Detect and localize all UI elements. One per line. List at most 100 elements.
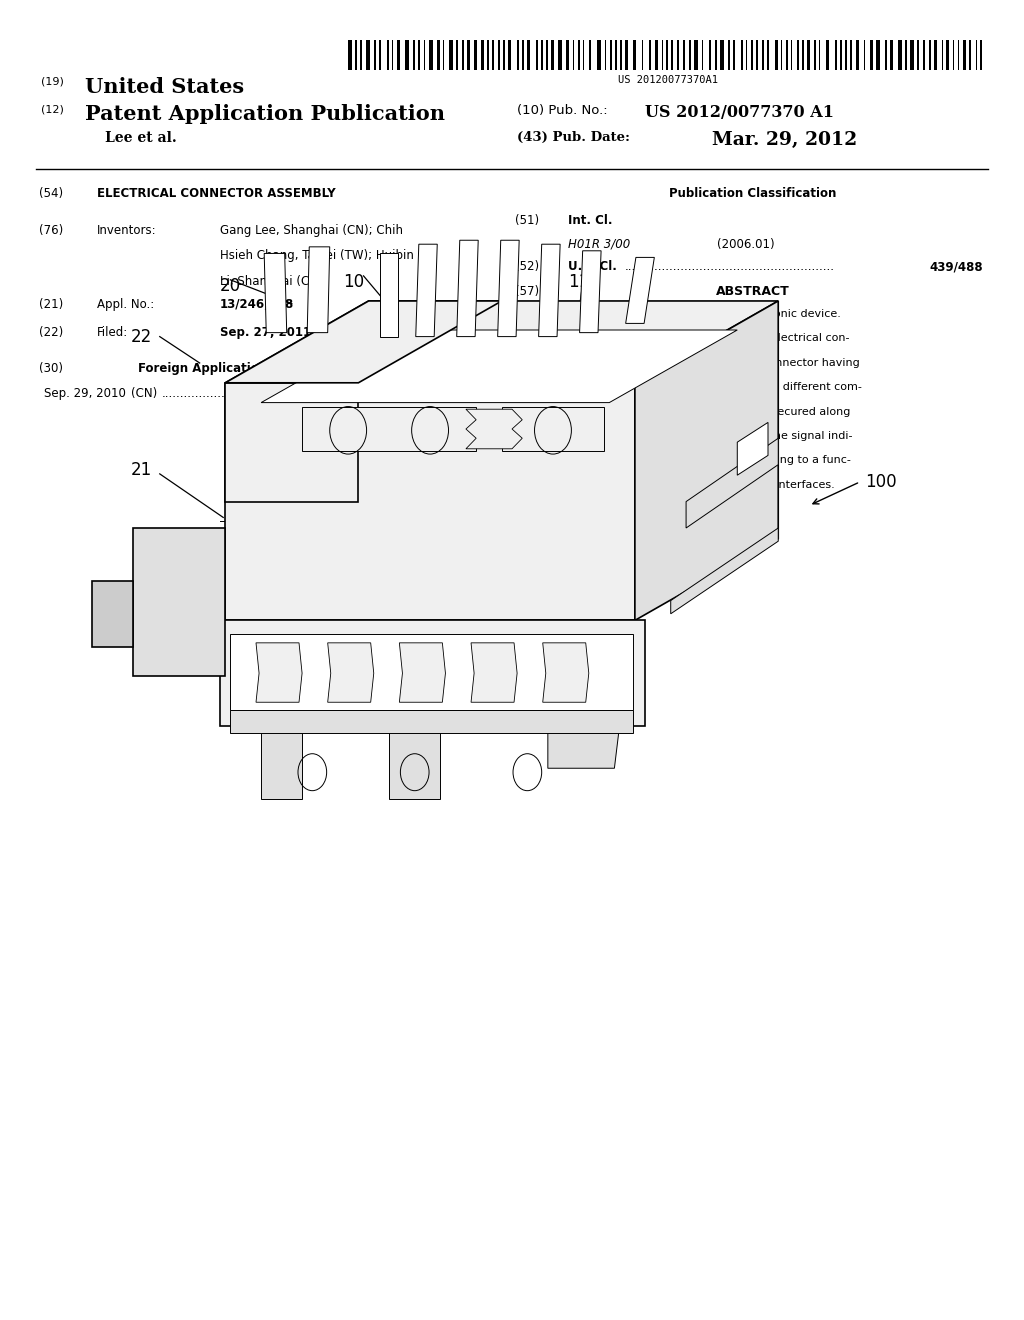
Bar bbox=[952, 40, 954, 70]
Polygon shape bbox=[264, 253, 287, 333]
Bar bbox=[583, 40, 585, 70]
Bar bbox=[905, 40, 907, 70]
Bar bbox=[633, 40, 636, 70]
Bar bbox=[767, 40, 769, 70]
Bar bbox=[413, 40, 415, 70]
Text: Appl. No.:: Appl. No.: bbox=[97, 298, 155, 312]
Polygon shape bbox=[539, 244, 560, 337]
Bar bbox=[826, 40, 829, 70]
Text: Hsieh Chang, Taipei (TW); Huibin: Hsieh Chang, Taipei (TW); Huibin bbox=[220, 249, 414, 263]
Bar bbox=[443, 40, 444, 70]
Bar bbox=[898, 40, 902, 70]
Bar bbox=[942, 40, 943, 70]
Text: (52): (52) bbox=[515, 260, 540, 273]
Text: (43) Pub. Date:: (43) Pub. Date: bbox=[517, 131, 630, 144]
Polygon shape bbox=[225, 383, 358, 502]
Bar bbox=[487, 40, 488, 70]
Text: ........................................................: ........................................… bbox=[625, 260, 835, 273]
Text: Patent Application Publication: Patent Application Publication bbox=[85, 104, 445, 124]
Polygon shape bbox=[261, 726, 302, 799]
Bar bbox=[498, 40, 500, 70]
Bar bbox=[786, 40, 787, 70]
Text: Foreign Application Priority Data: Foreign Application Priority Data bbox=[138, 362, 356, 375]
Polygon shape bbox=[635, 301, 778, 620]
Bar bbox=[620, 40, 622, 70]
Text: 439/488: 439/488 bbox=[930, 260, 983, 273]
Bar bbox=[527, 40, 530, 70]
Bar bbox=[797, 40, 799, 70]
Bar bbox=[850, 40, 852, 70]
Text: nector and a signal indicator. The electrical connector having: nector and a signal indicator. The elect… bbox=[517, 358, 860, 368]
Bar bbox=[667, 40, 669, 70]
Bar bbox=[791, 40, 793, 70]
Text: Gang Lee, Shanghai (CN); Chih: Gang Lee, Shanghai (CN); Chih bbox=[220, 224, 403, 238]
Polygon shape bbox=[92, 581, 133, 647]
Text: Int. Cl.: Int. Cl. bbox=[568, 214, 612, 227]
Polygon shape bbox=[671, 528, 778, 614]
Bar bbox=[976, 40, 977, 70]
Polygon shape bbox=[133, 528, 225, 676]
Bar bbox=[366, 40, 370, 70]
Text: ...........................: ........................... bbox=[162, 387, 263, 400]
Bar bbox=[814, 40, 816, 70]
Bar bbox=[741, 40, 742, 70]
Bar bbox=[846, 40, 847, 70]
Text: Mar. 29, 2012: Mar. 29, 2012 bbox=[712, 131, 857, 149]
Polygon shape bbox=[261, 330, 737, 403]
Bar bbox=[355, 40, 357, 70]
Polygon shape bbox=[737, 422, 768, 475]
Bar bbox=[808, 40, 811, 70]
Text: (19): (19) bbox=[41, 77, 63, 87]
Bar bbox=[380, 40, 382, 70]
Bar bbox=[910, 40, 914, 70]
Bar bbox=[701, 40, 703, 70]
Text: Li, Shanghai (CN): Li, Shanghai (CN) bbox=[220, 275, 323, 288]
Text: H01R 3/00: H01R 3/00 bbox=[568, 238, 631, 251]
Bar bbox=[709, 40, 711, 70]
Text: Sep. 27, 2011: Sep. 27, 2011 bbox=[220, 326, 311, 339]
Bar bbox=[387, 40, 389, 70]
Polygon shape bbox=[543, 643, 589, 702]
Bar bbox=[578, 40, 580, 70]
Text: 13/246,378: 13/246,378 bbox=[220, 298, 295, 312]
Text: Filed:: Filed: bbox=[97, 326, 129, 339]
Bar bbox=[419, 40, 421, 70]
Bar bbox=[728, 40, 730, 70]
Bar bbox=[508, 40, 511, 70]
Bar bbox=[970, 40, 971, 70]
Bar bbox=[835, 40, 837, 70]
Polygon shape bbox=[256, 643, 302, 702]
Bar bbox=[457, 40, 459, 70]
Bar bbox=[626, 40, 629, 70]
Text: US 2012/0077370 A1: US 2012/0077370 A1 bbox=[645, 104, 835, 121]
Text: (12): (12) bbox=[41, 104, 63, 115]
Text: one side of the electrical connector, wherein the signal indi-: one side of the electrical connector, wh… bbox=[517, 430, 853, 441]
Bar bbox=[517, 40, 519, 70]
Bar bbox=[957, 40, 959, 70]
Bar bbox=[546, 40, 548, 70]
Polygon shape bbox=[230, 634, 633, 710]
Bar bbox=[762, 40, 764, 70]
Polygon shape bbox=[230, 710, 633, 733]
Text: (10) Pub. No.:: (10) Pub. No.: bbox=[517, 104, 608, 117]
Bar bbox=[450, 40, 454, 70]
Text: cator emits different colors of light corresponding to a func-: cator emits different colors of light co… bbox=[517, 455, 851, 466]
Bar bbox=[572, 40, 574, 70]
Bar bbox=[946, 40, 949, 70]
Bar bbox=[467, 40, 470, 70]
Bar bbox=[522, 40, 524, 70]
Text: (2006.01): (2006.01) bbox=[717, 238, 774, 251]
Bar bbox=[397, 40, 400, 70]
Bar bbox=[745, 40, 748, 70]
Bar bbox=[694, 40, 698, 70]
Bar bbox=[819, 40, 820, 70]
Bar bbox=[677, 40, 679, 70]
Polygon shape bbox=[380, 253, 398, 337]
Bar bbox=[683, 40, 685, 70]
Bar bbox=[757, 40, 759, 70]
Text: munication standards. The signal indicator is secured along: munication standards. The signal indicat… bbox=[517, 407, 851, 417]
Bar bbox=[462, 40, 464, 70]
Bar bbox=[424, 40, 425, 70]
Bar bbox=[551, 40, 554, 70]
Polygon shape bbox=[457, 240, 478, 337]
